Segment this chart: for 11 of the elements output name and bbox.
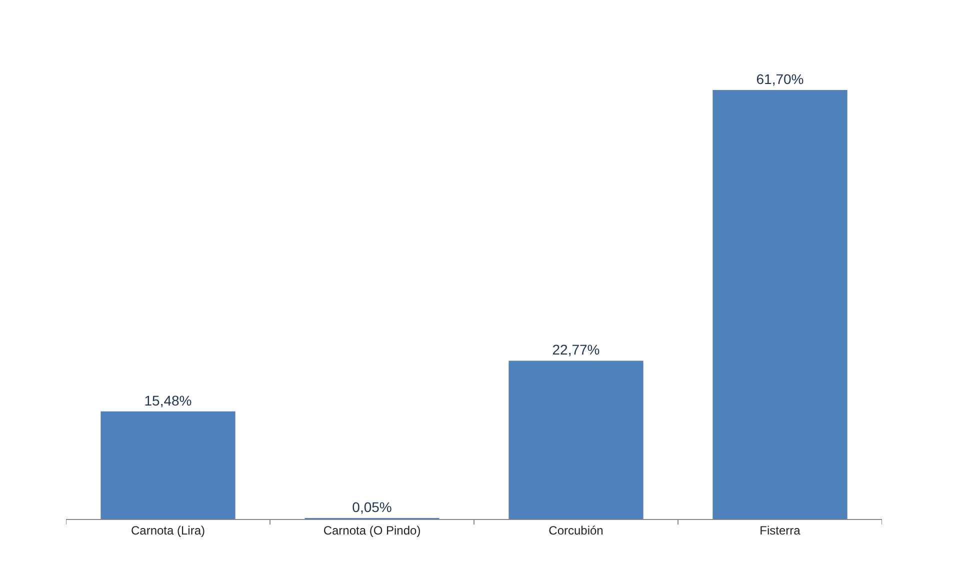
data-label: 22,77% bbox=[552, 342, 600, 358]
data-label: 15,48% bbox=[144, 392, 192, 408]
x-tick-label: Carnota (O Pindo) bbox=[323, 523, 421, 538]
bar bbox=[508, 360, 644, 519]
bar bbox=[100, 411, 236, 519]
x-tick-label: Corcubión bbox=[548, 523, 604, 538]
x-tick-label: Fisterra bbox=[760, 523, 801, 538]
bar bbox=[712, 90, 848, 519]
data-label: 0,05% bbox=[352, 499, 392, 515]
x-tick-label: Carnota (Lira) bbox=[130, 523, 206, 538]
data-label: 61,70% bbox=[756, 71, 804, 88]
